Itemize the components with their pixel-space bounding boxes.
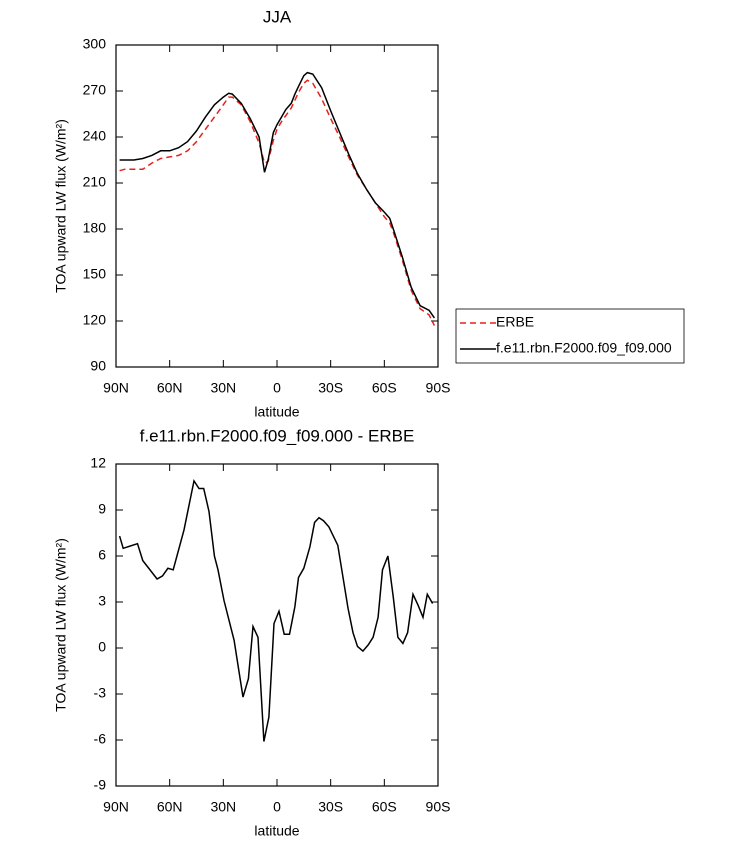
x-tick-label: 60S bbox=[372, 799, 397, 815]
y-axis-label: TOA upward LW flux (W/m²) bbox=[53, 538, 69, 712]
y-tick-label: -6 bbox=[94, 731, 107, 747]
y-tick-label: 180 bbox=[83, 220, 107, 236]
y-tick-label: 90 bbox=[90, 358, 106, 374]
y-axis-label: TOA upward LW flux (W/m²) bbox=[53, 119, 69, 293]
y-tick-label: -9 bbox=[94, 777, 107, 793]
y-tick-label: 300 bbox=[83, 36, 107, 52]
y-tick-label: 3 bbox=[98, 593, 106, 609]
x-tick-label: 30N bbox=[210, 380, 236, 396]
y-tick-label: -3 bbox=[94, 685, 107, 701]
x-tick-label: 0 bbox=[273, 799, 281, 815]
x-tick-label: 90S bbox=[426, 380, 451, 396]
data-line bbox=[119, 79, 436, 326]
x-tick-label: 60N bbox=[157, 799, 183, 815]
x-tick-label: 60N bbox=[157, 380, 183, 396]
x-axis-label: latitude bbox=[254, 823, 299, 839]
x-axis-label: latitude bbox=[254, 404, 299, 420]
x-tick-label: 60S bbox=[372, 380, 397, 396]
data-line bbox=[119, 71, 436, 319]
x-tick-label: 90N bbox=[103, 380, 129, 396]
plot-frame bbox=[115, 463, 439, 787]
y-tick-label: 210 bbox=[83, 174, 107, 190]
y-tick-label: 150 bbox=[83, 266, 107, 282]
legend-label: ERBE bbox=[496, 314, 534, 330]
x-tick-label: 90S bbox=[426, 799, 451, 815]
y-tick-label: 0 bbox=[98, 639, 106, 655]
y-tick-label: 6 bbox=[98, 547, 106, 563]
y-tick-label: 270 bbox=[83, 82, 107, 98]
x-tick-label: 30S bbox=[318, 380, 343, 396]
x-tick-label: 90N bbox=[103, 799, 129, 815]
chart-title: JJA bbox=[263, 7, 292, 26]
legend-box bbox=[455, 308, 685, 364]
x-tick-label: 30N bbox=[210, 799, 236, 815]
x-tick-label: 30S bbox=[318, 799, 343, 815]
y-tick-label: 9 bbox=[98, 501, 106, 517]
plot-frame bbox=[115, 44, 439, 368]
data-line bbox=[118, 478, 434, 742]
x-tick-label: 0 bbox=[273, 380, 281, 396]
y-tick-label: 240 bbox=[83, 128, 107, 144]
legend-label: f.e11.rbn.F2000.f09_f09.000 bbox=[496, 340, 672, 356]
y-tick-label: 120 bbox=[83, 312, 107, 328]
y-tick-label: 12 bbox=[90, 455, 106, 471]
chart-title: f.e11.rbn.F2000.f09_f09.000 - ERBE bbox=[140, 426, 415, 445]
